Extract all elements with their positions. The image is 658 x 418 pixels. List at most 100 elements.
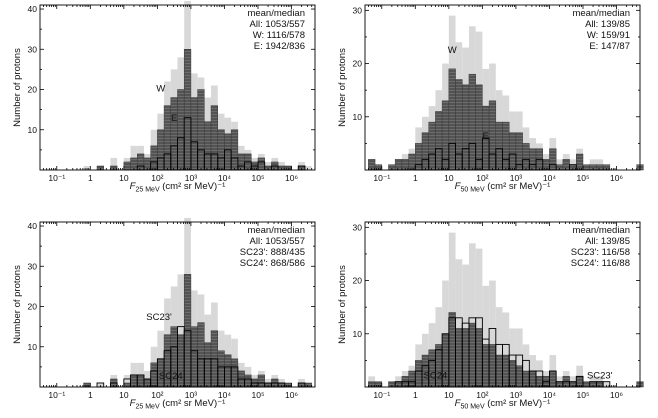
histogram-bar [455, 259, 463, 387]
y-tick-label: 20 [353, 276, 363, 286]
histogram-bar [522, 143, 530, 171]
histogram-bar [137, 153, 145, 171]
legend-entry: E: 1942/836 [254, 41, 305, 52]
x-axis: 10⁻¹ 1 10 10² 10³ 10⁴ 10⁵ 10⁶ [368, 5, 641, 183]
x-tick-label: 1 [88, 390, 93, 400]
legend-entry: SC24': 868/586 [240, 258, 305, 269]
histogram-bar [394, 381, 403, 388]
annotation-label: E [171, 113, 177, 124]
histogram-bar [204, 121, 212, 171]
histogram-bar [163, 105, 172, 171]
x-tick-label: 1 [413, 173, 418, 183]
histogram-bar [529, 148, 537, 171]
histogram-bar [522, 370, 530, 388]
histogram-bar [536, 360, 543, 387]
histogram-bar [204, 342, 212, 388]
histogram-bar [190, 326, 198, 388]
histogram-bar [488, 100, 497, 171]
legend-entry: All: 139/85 [585, 19, 630, 30]
chart-panel-3: 10⁻¹ 1 10 10² 10³ 10⁴ 10⁵ 10⁶ 10 20 30 40 Number of … [12, 217, 316, 411]
x-tick-label: 10² [151, 173, 163, 183]
histogram-bar [596, 381, 604, 388]
histogram-bar [110, 157, 118, 170]
histogram-bar [508, 132, 517, 171]
histogram-bar [177, 89, 185, 171]
histogram-bar [197, 322, 205, 388]
histogram-bar [177, 274, 185, 387]
histogram-bar [150, 362, 158, 388]
histogram-bar [257, 157, 265, 171]
y-tick-label: 40 [28, 221, 38, 231]
annotation-label: W [156, 84, 165, 95]
histogram-bar [508, 360, 517, 388]
y-tick-label: 10 [28, 342, 38, 352]
x-axis: 10⁻¹ 1 10 10² 10³ 10⁴ 10⁵ 10⁶ [368, 222, 641, 400]
x-tick-label: 10² [476, 390, 488, 400]
histogram-bar [515, 328, 523, 387]
x-tick-label: 10⁶ [610, 390, 623, 400]
legend-entry: SC23': 116/58 [571, 247, 630, 258]
x-tick-label: 10⁴ [543, 173, 556, 183]
histogram-bar [97, 382, 104, 387]
legend-entry: W: 1116/578 [253, 30, 305, 41]
histogram-bar [157, 129, 165, 171]
y-axis-label: Number of protons [12, 48, 23, 127]
y-tick-label: 30 [28, 261, 38, 271]
histogram-bar [482, 344, 490, 388]
y-tick-label: 30 [28, 44, 38, 54]
x-tick-label: 10³ [510, 390, 522, 400]
legend-title: mean/median [247, 8, 305, 19]
histogram-bar [495, 121, 503, 171]
x-tick-label: 10⁻¹ [48, 173, 65, 183]
histogram-bar [230, 129, 239, 171]
x-tick-label: 10⁻¹ [48, 390, 65, 400]
histogram-bar [217, 129, 225, 171]
x-tick-label: 10 [119, 390, 129, 400]
y-tick-label: 20 [28, 85, 38, 95]
histogram-bar [502, 354, 510, 388]
y-tick-label: 10 [353, 112, 363, 122]
legend-entry: SC23': 888/435 [240, 247, 305, 258]
histogram-bar [224, 354, 232, 388]
x-tick-label: 10⁶ [285, 390, 298, 400]
y-axis-label: Number of protons [337, 48, 348, 127]
histogram-bar [462, 328, 470, 388]
histogram-bar [428, 121, 436, 171]
annotation-label: E [483, 131, 489, 142]
histogram-bar [197, 89, 205, 171]
histogram-bar [217, 350, 225, 388]
histogram-bar [123, 382, 131, 388]
x-tick-label: 10⁴ [218, 390, 231, 400]
annotation-label: SC23' [146, 312, 172, 323]
y-axis-label: Number of protons [12, 265, 23, 344]
x-axis-label: F25 MeV (cm² sr MeV)⁻¹ [130, 181, 226, 194]
histogram-bar [529, 370, 537, 388]
histogram-bar [468, 243, 476, 387]
histogram-bar [576, 153, 584, 171]
y-axis: 10 20 30 40 [28, 4, 315, 151]
legend-entry: W: 159/91 [587, 30, 630, 41]
legend-entry: E: 147/87 [589, 41, 630, 52]
x-tick-label: 10² [476, 173, 488, 183]
histogram-bar [455, 79, 463, 171]
y-tick-label: 20 [28, 302, 38, 312]
chart-panel-2: 10⁻¹ 1 10 10² 10³ 10⁴ 10⁵ 10⁶ 10 20 30 Number of pr… [337, 4, 644, 194]
annotation-label: W [448, 45, 457, 56]
y-axis: 10 20 30 [353, 5, 640, 144]
histogram-bar [468, 73, 476, 171]
histogram-bar [448, 68, 456, 171]
histogram-bar [582, 381, 590, 388]
histogram-bar [455, 328, 463, 388]
histogram-bar [435, 111, 443, 171]
histogram-bar [394, 159, 403, 171]
x-tick-label: 10³ [185, 390, 197, 400]
histogram-bar [304, 382, 312, 388]
y-tick-label: 20 [353, 59, 363, 69]
histogram-bar [304, 165, 312, 170]
histogram-bar [596, 164, 604, 171]
x-tick-label: 10⁴ [218, 173, 231, 183]
histogram-bar [488, 344, 497, 388]
histogram-bar [150, 145, 158, 171]
histogram-bar [257, 374, 265, 388]
